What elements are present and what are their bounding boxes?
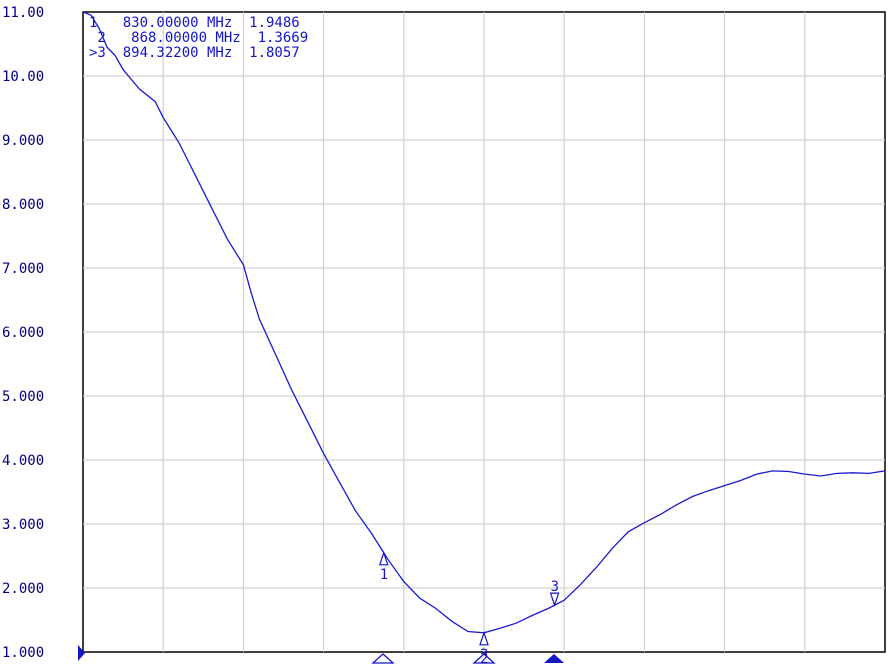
y-tick-label: 1.000 [2, 645, 44, 661]
reference-level-arrow-icon [78, 645, 85, 661]
marker-readouts: 1 830.00000 MHz 1.9486 2 868.00000 MHz 1… [89, 15, 308, 61]
marker-1-axis-arrow-icon[interactable] [371, 653, 395, 664]
marker-3-label: 3 [551, 579, 559, 595]
marker-3-icon[interactable] [549, 592, 560, 608]
y-tick-label: 10.00 [2, 69, 44, 85]
marker-2-axis-arrow-icon[interactable] [472, 653, 496, 664]
marker-1-icon[interactable] [378, 550, 389, 566]
marker-2-axis-label: 2 [480, 651, 488, 667]
y-tick-label: 11.00 [2, 5, 44, 21]
marker-1-label: 1 [380, 567, 388, 583]
y-axis-ticks: 11.00 10.00 9.000 8.000 7.000 6.000 5.000 4.000… [2, 5, 44, 661]
marker-2-readout: 2 868.00000 MHz 1.3669 [89, 30, 308, 46]
marker-2-icon[interactable] [479, 630, 489, 646]
y-tick-label: 2.000 [2, 581, 44, 597]
y-tick-label: 3.000 [2, 517, 44, 533]
y-tick-label: 6.000 [2, 325, 44, 341]
marker-3-readout: >3 894.32200 MHz 1.8057 [89, 45, 300, 61]
y-tick-label: 7.000 [2, 261, 44, 277]
marker-1-readout: 1 830.00000 MHz 1.9486 [89, 15, 300, 31]
y-tick-label: 9.000 [2, 133, 44, 149]
series-line [82, 11, 886, 634]
y-tick-label: 5.000 [2, 389, 44, 405]
marker-3-axis-arrow-icon[interactable] [544, 654, 564, 663]
y-tick-label: 8.000 [2, 197, 44, 213]
y-tick-label: 4.000 [2, 453, 44, 469]
grid-lines [83, 12, 885, 652]
